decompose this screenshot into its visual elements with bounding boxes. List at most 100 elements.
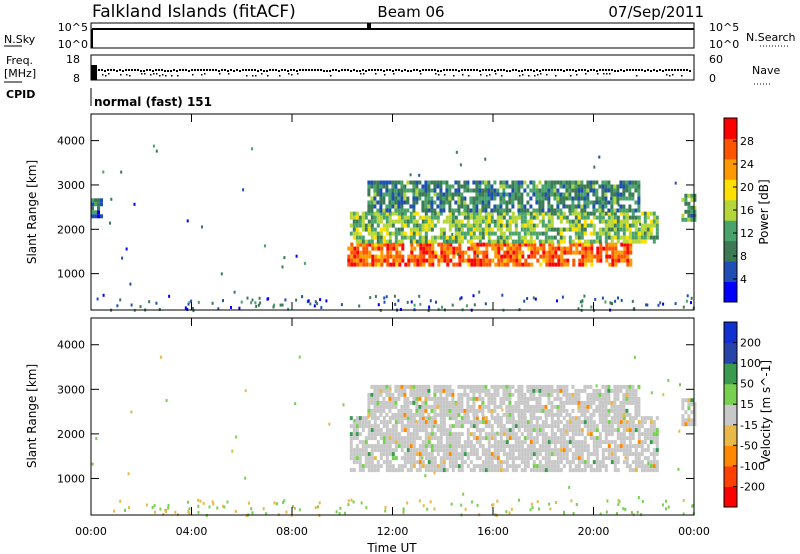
nave-dot bbox=[129, 75, 131, 77]
heatmap-cell bbox=[646, 227, 650, 232]
heatmap-cell bbox=[406, 460, 410, 465]
scatter-speck bbox=[264, 244, 266, 248]
heatmap-cell bbox=[592, 412, 596, 417]
heatmap-cell bbox=[355, 432, 359, 437]
heatmap-cell bbox=[472, 408, 476, 413]
heatmap-cell bbox=[508, 404, 512, 409]
heatmap-cell bbox=[634, 400, 638, 405]
heatmap-cell bbox=[589, 188, 593, 193]
freq-dot bbox=[521, 70, 523, 72]
heatmap-cell bbox=[457, 231, 461, 236]
heatmap-cell bbox=[409, 420, 413, 425]
heatmap-cell bbox=[508, 208, 512, 213]
heatmap-cell bbox=[463, 412, 467, 417]
heatmap-cell bbox=[568, 184, 572, 189]
heatmap-cell bbox=[475, 223, 479, 228]
freq-dot bbox=[104, 70, 106, 72]
heatmap-cell bbox=[457, 384, 461, 389]
heatmap-cell bbox=[547, 440, 551, 445]
heatmap-cell bbox=[610, 239, 614, 244]
heatmap-cell bbox=[523, 408, 527, 413]
heatmap-cell bbox=[469, 200, 473, 205]
heatmap-cell bbox=[592, 468, 596, 473]
heatmap-cell bbox=[598, 460, 602, 465]
heatmap-cell bbox=[559, 428, 563, 433]
heatmap-cell bbox=[562, 404, 566, 409]
heatmap-cell bbox=[541, 424, 545, 429]
freq-dot bbox=[635, 69, 637, 71]
heatmap-cell bbox=[568, 180, 572, 185]
heatmap-cell bbox=[430, 416, 434, 421]
colorbar-tick-label: -50 bbox=[740, 439, 758, 452]
freq-dot bbox=[524, 69, 526, 71]
nsky-label: N.Sky bbox=[4, 33, 36, 46]
heatmap-cell bbox=[454, 223, 458, 228]
heatmap-cell bbox=[379, 215, 383, 220]
heatmap-cell bbox=[625, 219, 629, 224]
heatmap-cell bbox=[412, 444, 416, 449]
heatmap-cell bbox=[631, 184, 635, 189]
heatmap-cell bbox=[529, 440, 533, 445]
station-title: Falkland Islands (fitACF) bbox=[92, 2, 296, 22]
heatmap-cell bbox=[445, 184, 449, 189]
heatmap-cell bbox=[403, 444, 407, 449]
heatmap-cell bbox=[440, 258, 444, 263]
heatmap-cell bbox=[439, 416, 443, 421]
heatmap-cell bbox=[580, 192, 584, 197]
heatmap-cell bbox=[370, 452, 374, 457]
freq-dot bbox=[287, 70, 289, 72]
heatmap-cell bbox=[566, 246, 570, 251]
heatmap-cell bbox=[508, 400, 512, 405]
heatmap-cell bbox=[427, 424, 431, 429]
scatter-speck bbox=[637, 496, 640, 499]
heatmap-cell bbox=[475, 192, 479, 197]
heatmap-cell bbox=[562, 452, 566, 457]
heatmap-cell bbox=[557, 254, 561, 259]
heatmap-cell bbox=[681, 197, 685, 202]
heatmap-cell bbox=[455, 246, 459, 251]
heatmap-cell bbox=[430, 408, 434, 413]
freq-dot bbox=[107, 69, 109, 71]
heatmap-cell bbox=[463, 204, 467, 209]
heatmap-cell bbox=[518, 250, 522, 255]
heatmap-cell bbox=[371, 242, 375, 247]
heatmap-cell bbox=[604, 235, 608, 240]
heatmap-cell bbox=[452, 262, 456, 267]
heatmap-cell bbox=[97, 198, 100, 203]
heatmap-cell bbox=[557, 258, 561, 263]
heatmap-cell bbox=[388, 223, 392, 228]
heatmap-cell bbox=[386, 254, 390, 259]
heatmap-cell bbox=[482, 258, 486, 263]
heatmap-cell bbox=[508, 235, 512, 240]
heatmap-cell bbox=[523, 223, 527, 228]
nave-dot bbox=[360, 73, 362, 75]
heatmap-cell bbox=[580, 388, 584, 393]
heatmap-cell bbox=[592, 223, 596, 228]
colorbar-frame bbox=[723, 321, 738, 508]
heatmap-cell bbox=[448, 388, 452, 393]
heatmap-cell bbox=[623, 254, 627, 259]
heatmap-cell bbox=[430, 200, 434, 205]
heatmap-cell bbox=[430, 215, 434, 220]
heatmap-cell bbox=[379, 188, 383, 193]
heatmap-cell bbox=[481, 460, 485, 465]
heatmap-cell bbox=[506, 254, 510, 259]
heatmap-cell bbox=[622, 219, 626, 224]
heatmap-cell bbox=[401, 246, 405, 251]
heatmap-cell bbox=[574, 428, 578, 433]
heatmap-cell bbox=[451, 412, 455, 417]
scatter-speck bbox=[216, 506, 219, 510]
heatmap-cell bbox=[439, 188, 443, 193]
heatmap-cell bbox=[514, 464, 518, 469]
heatmap-cell bbox=[577, 180, 581, 185]
scatter-speck bbox=[186, 219, 189, 223]
heatmap-cell bbox=[502, 424, 506, 429]
heatmap-cell bbox=[400, 392, 404, 397]
heatmap-cell bbox=[607, 388, 611, 393]
heatmap-cell bbox=[358, 468, 362, 473]
heatmap-cell bbox=[595, 452, 599, 457]
heatmap-cell bbox=[442, 428, 446, 433]
colorbar-tick-label: 28 bbox=[740, 135, 754, 148]
heatmap-cell bbox=[690, 402, 694, 407]
scatter-speck bbox=[340, 303, 343, 307]
